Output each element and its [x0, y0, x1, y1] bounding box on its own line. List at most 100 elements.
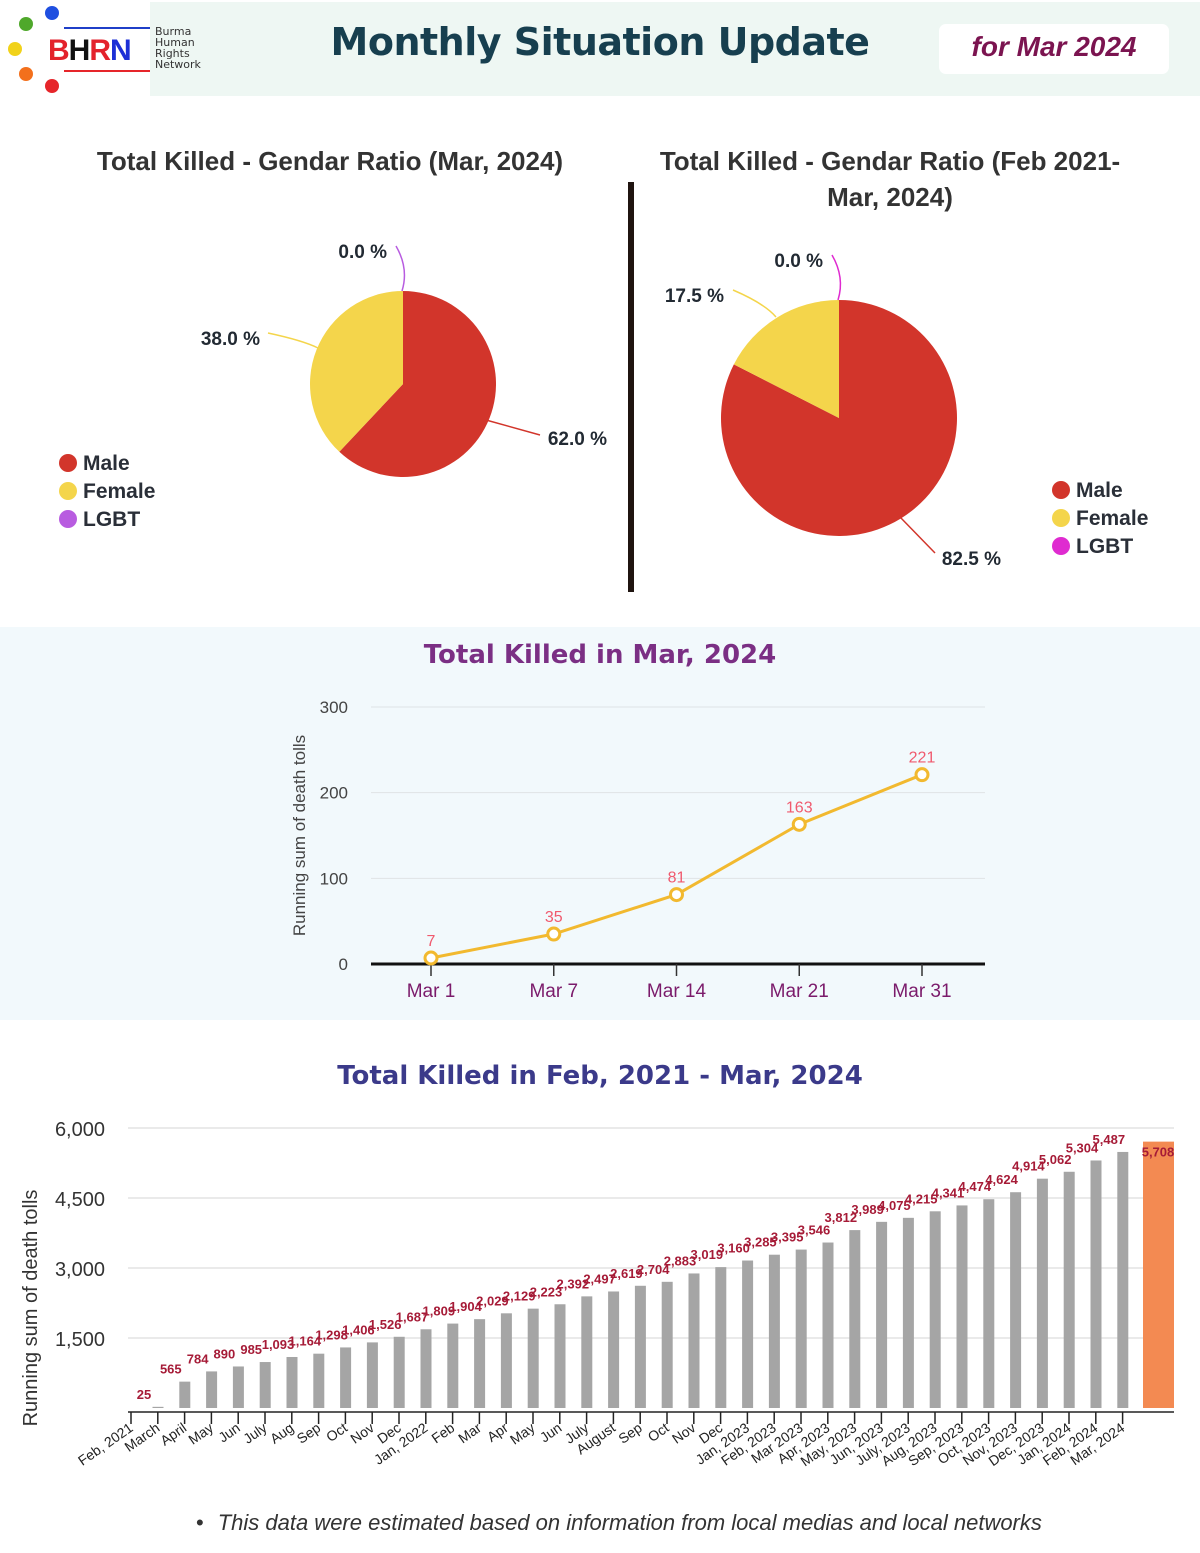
bar-data-label: 3,989	[851, 1202, 884, 1217]
bar	[554, 1304, 566, 1408]
y-axis-label: Running sum of death tolls	[20, 1190, 42, 1427]
bar-data-label: 1,093	[262, 1337, 295, 1352]
bar	[742, 1260, 754, 1408]
bar	[956, 1205, 968, 1408]
pie-data-label: 0.0 %	[338, 242, 387, 263]
x-tick-label: Mar 1	[407, 981, 456, 1002]
data-point	[546, 926, 562, 942]
bar	[152, 1406, 164, 1408]
bar	[179, 1381, 191, 1408]
bar	[688, 1273, 700, 1408]
data-label: 163	[786, 799, 813, 816]
bar-data-label: 1,904	[449, 1299, 482, 1314]
data-point	[669, 887, 684, 903]
bar-data-label: 784	[187, 1351, 209, 1366]
bar-data-label: 5,487	[1093, 1132, 1126, 1147]
pie-slice-female	[310, 291, 403, 452]
bar	[527, 1308, 539, 1408]
bar	[420, 1329, 432, 1408]
bar	[795, 1249, 807, 1408]
y-tick-label: 200	[320, 784, 348, 803]
pie-charts: 62.0 % 38.0 % 0.0 % Male Female LGBT 82.5 % 17.…	[59, 242, 1148, 570]
bar	[715, 1267, 727, 1408]
bar-data-label: 1,164	[289, 1334, 322, 1349]
bar-data-label: 3,285	[744, 1235, 777, 1250]
pie-leader-line	[899, 516, 936, 554]
header: BHRN Burma Human Rights Network Monthly Sit…	[0, 0, 1200, 96]
data-point	[791, 816, 807, 832]
legend-dot-male	[59, 454, 77, 472]
bar-data-label: 4,624	[985, 1172, 1018, 1187]
bar-data-label: 2,704	[637, 1262, 670, 1277]
bar-data-label: 2,619	[610, 1266, 643, 1281]
bar-data-label: 1,526	[369, 1317, 402, 1332]
x-tick-label: Apr	[484, 1419, 511, 1445]
pie-slice-male	[720, 300, 957, 536]
logo-text: BHRN	[48, 34, 132, 67]
y-tick-label: 6,000	[55, 1119, 105, 1141]
pie-leader-line	[485, 419, 541, 436]
legend-label-male: Male	[83, 452, 130, 475]
legend-dot-lgbt	[59, 510, 77, 528]
pie-divider	[628, 182, 634, 592]
bar-data-label: 25	[137, 1387, 151, 1402]
bar	[500, 1313, 512, 1408]
bar-data-label: 5,708	[1142, 1145, 1175, 1160]
footnote-text: This data were estimated based on inform…	[217, 1510, 1042, 1535]
bar	[206, 1371, 218, 1408]
pie-left-title: Total Killed - Gendar Ratio (Mar, 2024)	[96, 146, 564, 176]
bar	[1010, 1192, 1022, 1408]
pie-slice-female	[733, 300, 839, 418]
bar-data-label: 985	[240, 1342, 262, 1357]
legend-label-male: Male	[1076, 479, 1123, 502]
bar	[608, 1291, 620, 1408]
bar-data-label: 1,298	[315, 1327, 348, 1342]
pie-data-label: 17.5 %	[665, 286, 724, 307]
data-point	[423, 950, 439, 966]
bar-data-label: 3,160	[717, 1241, 750, 1256]
pie-slice-male	[339, 291, 496, 477]
pie-data-label: 38.0 %	[201, 329, 260, 350]
bar	[1036, 1178, 1048, 1408]
y-tick-label: 300	[320, 698, 348, 717]
pie-data-label: 0.0 %	[774, 251, 823, 272]
bar	[849, 1230, 861, 1408]
bar	[1090, 1160, 1102, 1408]
bar-chart: 1,500 3,000 4,500 6,000 Running sum of death…	[20, 1119, 1175, 1469]
x-tick-label: Mar 21	[770, 981, 829, 1002]
y-tick-label: 3,000	[55, 1259, 105, 1281]
legend-dot-female	[1052, 509, 1070, 527]
bar	[447, 1323, 459, 1408]
y-tick-label: 100	[320, 869, 348, 888]
bar-data-label: 2,129	[503, 1289, 536, 1304]
bar	[634, 1285, 646, 1408]
bar-data-label: 4,341	[932, 1185, 965, 1200]
bar	[340, 1347, 352, 1408]
pie-leader-line	[831, 254, 842, 301]
data-point	[914, 767, 930, 783]
pie-leader-line	[267, 332, 319, 349]
pie-leader-line	[395, 245, 406, 292]
pie-right-title: Total Killed - Gendar Ratio (Feb 2021- Ma…	[659, 146, 1121, 212]
x-tick-label: Mar 31	[892, 981, 951, 1002]
bar-data-label: 2,223	[530, 1284, 563, 1299]
bar	[474, 1319, 486, 1408]
line-chart-title: Total Killed in Mar, 2024	[423, 640, 777, 670]
bar-data-label: 2,883	[664, 1253, 697, 1268]
data-label: 81	[668, 870, 686, 887]
y-tick-label: 4,500	[55, 1189, 105, 1211]
bar-data-label: 2,029	[476, 1293, 509, 1308]
logo-people-icon	[8, 6, 150, 93]
bar	[929, 1211, 941, 1408]
bar	[286, 1356, 298, 1408]
x-tick-label: Mar 7	[529, 981, 578, 1002]
bar-data-label: 1,406	[342, 1322, 375, 1337]
bar-data-label: 2,392	[557, 1276, 590, 1291]
data-label: 35	[545, 909, 563, 926]
legend-label-lgbt: LGBT	[83, 508, 140, 531]
bar-data-label: 1,809	[423, 1304, 456, 1319]
bar	[822, 1242, 834, 1408]
bar-data-label: 4,075	[878, 1198, 911, 1213]
bar-data-label: 3,546	[798, 1223, 831, 1238]
y-tick-label: 1,500	[55, 1329, 105, 1351]
